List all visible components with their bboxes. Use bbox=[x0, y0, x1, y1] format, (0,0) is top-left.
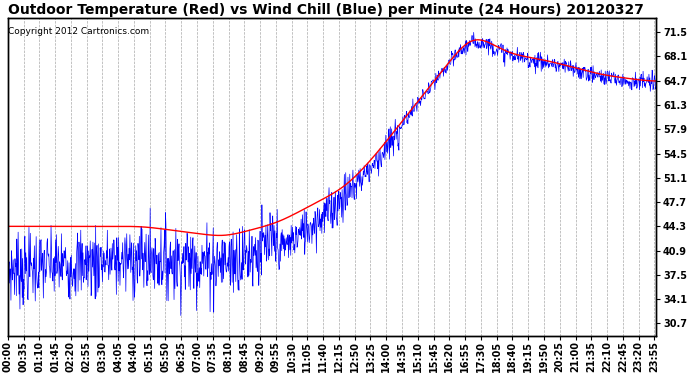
Text: Copyright 2012 Cartronics.com: Copyright 2012 Cartronics.com bbox=[8, 27, 150, 36]
Text: Outdoor Temperature (Red) vs Wind Chill (Blue) per Minute (24 Hours) 20120327: Outdoor Temperature (Red) vs Wind Chill … bbox=[8, 3, 644, 17]
